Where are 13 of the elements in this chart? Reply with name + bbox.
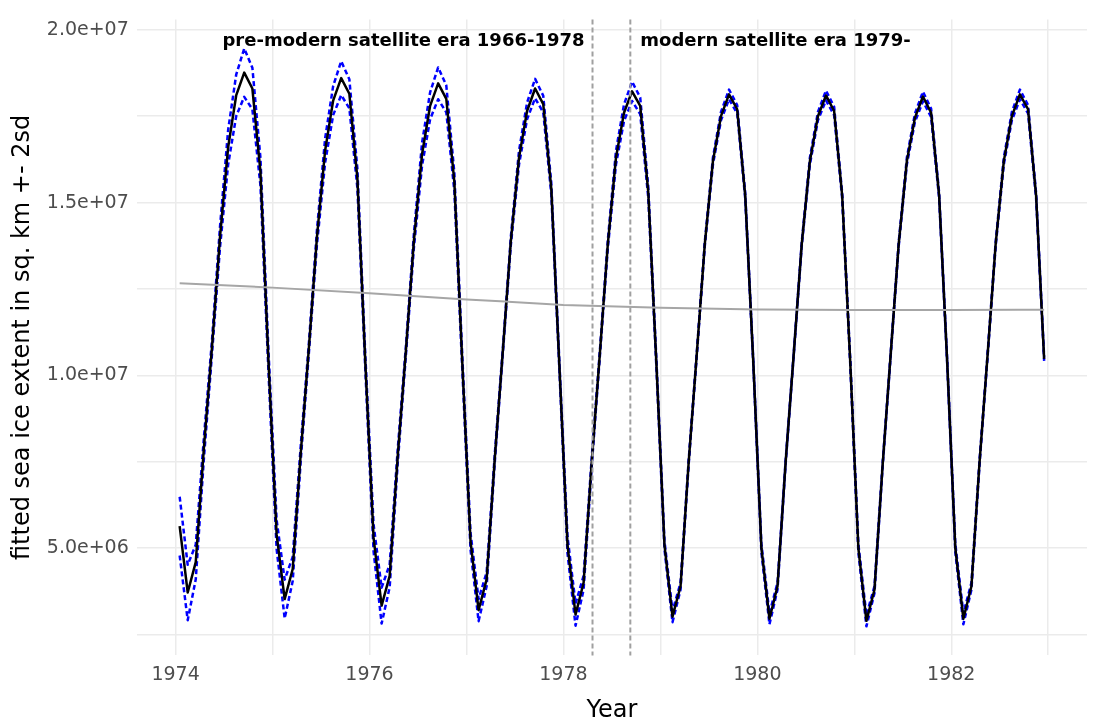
y-tick-label: 1.5e+07 <box>46 189 129 212</box>
y-tick-label: 1.0e+07 <box>46 362 129 385</box>
x-tick-label: 1978 <box>539 661 588 684</box>
y-tick-label: 2.0e+07 <box>46 16 129 39</box>
y-axis-title: fitted sea ice extent in sq. km +- 2sd <box>6 114 35 561</box>
ref-line-label: modern satellite era 1979- <box>640 29 911 51</box>
x-tick-label: 1980 <box>733 661 782 684</box>
y-tick-label: 5.0e+06 <box>46 535 129 558</box>
ref-line-label: pre-modern satellite era 1966-1978 <box>222 29 585 51</box>
x-tick-label: 1982 <box>927 661 976 684</box>
x-axis-title: Year <box>585 694 638 723</box>
x-tick-label: 1976 <box>345 661 394 684</box>
x-tick-label: 1974 <box>151 661 200 684</box>
